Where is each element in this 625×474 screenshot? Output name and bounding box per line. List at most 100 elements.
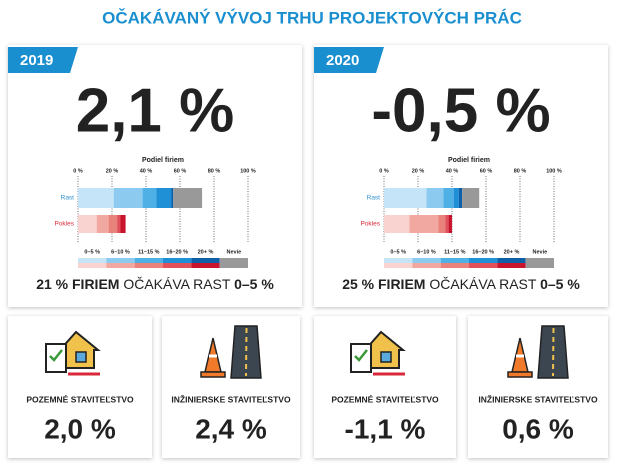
road-icon — [200, 325, 262, 379]
legend-swatch — [163, 258, 192, 263]
icon-check — [49, 349, 63, 362]
legend-label: Nevie — [226, 249, 241, 255]
headline: -0,5 % — [371, 76, 550, 145]
bar-segment — [462, 188, 480, 208]
note-part: 25 % FIRIEM — [342, 276, 425, 292]
bar-segment — [113, 188, 143, 208]
year-tag — [314, 47, 384, 73]
legend-swatch — [106, 258, 135, 263]
card-label: POZEMNÉ STAVITEĽSTVO — [26, 394, 134, 404]
legend-swatch — [384, 258, 413, 263]
bar-segment — [78, 188, 114, 208]
legend-swatch — [497, 258, 526, 263]
legend-swatch — [191, 258, 220, 263]
icon-road — [537, 325, 569, 379]
bar-segment — [409, 215, 439, 233]
icon-cone-base — [200, 371, 226, 378]
icon-window — [380, 351, 392, 363]
card-label: INŽINIERSKE STAVITEĽSTVO — [478, 393, 598, 404]
legend-label: 11–15 % — [138, 249, 160, 255]
legend-swatch — [440, 258, 469, 263]
card-label: POZEMNÉ STAVITEĽSTVO — [331, 394, 439, 404]
row-label: Rast — [61, 195, 75, 202]
road-icon — [507, 325, 569, 379]
note-part: 21 % FIRIEM — [36, 276, 119, 292]
building-icon — [45, 330, 101, 376]
bar-segment — [142, 188, 157, 208]
bar-segment — [117, 215, 121, 233]
year-tag — [8, 47, 78, 73]
legend-swatch — [469, 258, 498, 263]
bar-segment — [108, 215, 118, 233]
icon-road-line — [245, 327, 248, 377]
icon-road — [230, 325, 262, 379]
card-label: INŽINIERSKE STAVITEĽSTVO — [171, 393, 291, 404]
bar-segment — [458, 188, 463, 208]
bar-segment — [443, 188, 454, 208]
legend-label: Nevie — [532, 249, 547, 255]
legend-swatch — [412, 258, 441, 263]
note-part: OČAKÁVA RAST — [425, 276, 540, 292]
row-label: Rast — [367, 195, 381, 202]
legend-swatch — [525, 258, 554, 263]
building-icon — [350, 330, 406, 376]
bar-segment — [96, 215, 109, 233]
legend-swatch — [412, 263, 441, 268]
legend-swatch — [106, 263, 135, 268]
legend-swatch — [163, 263, 192, 268]
bar-segment — [426, 188, 444, 208]
legend-label: 16–20 % — [166, 249, 188, 255]
legend-swatch — [440, 263, 469, 268]
bar-segment — [453, 188, 459, 208]
bar-segment — [78, 215, 97, 233]
card — [468, 316, 608, 458]
note: 21 % FIRIEM OČAKÁVA RAST 0–5 % — [36, 276, 274, 292]
note-part: 0–5 % — [234, 276, 274, 292]
x-tick-label: 100 % — [546, 168, 562, 174]
legend-swatch — [469, 263, 498, 268]
x-tick-label: 100 % — [240, 168, 256, 174]
legend-label: 20+ % — [504, 249, 520, 255]
legend-swatch — [78, 263, 107, 268]
legend-swatch — [191, 263, 220, 268]
x-tick-label: 80 % — [208, 168, 221, 174]
legend-swatch — [219, 258, 248, 263]
bar-segment — [120, 215, 126, 233]
legend-label: 6–10 % — [417, 249, 436, 255]
bar-segment — [171, 188, 174, 208]
note: 25 % FIRIEM OČAKÁVA RAST 0–5 % — [342, 276, 580, 292]
chart-title: Podiel firiem — [142, 157, 184, 164]
x-tick-label: 80 % — [514, 168, 527, 174]
year: 2019 — [20, 52, 53, 69]
year: 2020 — [326, 52, 359, 69]
legend-swatch — [78, 258, 107, 263]
bar-segment — [156, 188, 172, 208]
legend-label: 0–5 % — [390, 249, 406, 255]
x-tick-label: 40 % — [140, 168, 153, 174]
legend-swatch — [134, 263, 163, 268]
note-part: 0–5 % — [540, 276, 580, 292]
page-title: OČAKÁVANÝ VÝVOJ TRHU PROJEKTOVÝCH PRÁC — [102, 8, 522, 27]
headline: 2,1 % — [76, 76, 235, 145]
row-label: Pokles — [54, 221, 74, 228]
icon-cone-base — [507, 371, 533, 378]
icon-road-line — [552, 327, 555, 377]
x-tick-label: 0 % — [73, 168, 83, 174]
card-value: 2,0 % — [44, 413, 116, 444]
legend-swatch — [497, 263, 526, 268]
x-tick-label: 0 % — [379, 168, 389, 174]
card-value: 2,4 % — [195, 413, 267, 444]
x-tick-label: 60 % — [480, 168, 493, 174]
row-label: Pokles — [360, 221, 380, 228]
x-tick-label: 40 % — [446, 168, 459, 174]
bar-segment — [438, 215, 446, 233]
legend-swatch — [134, 258, 163, 263]
bar-segment — [384, 215, 410, 233]
legend-label: 11–15 % — [444, 249, 466, 255]
icon-check — [354, 349, 368, 362]
x-tick-label: 20 % — [106, 168, 119, 174]
card — [162, 316, 300, 458]
legend-swatch — [384, 263, 413, 268]
legend-swatch — [219, 263, 248, 268]
